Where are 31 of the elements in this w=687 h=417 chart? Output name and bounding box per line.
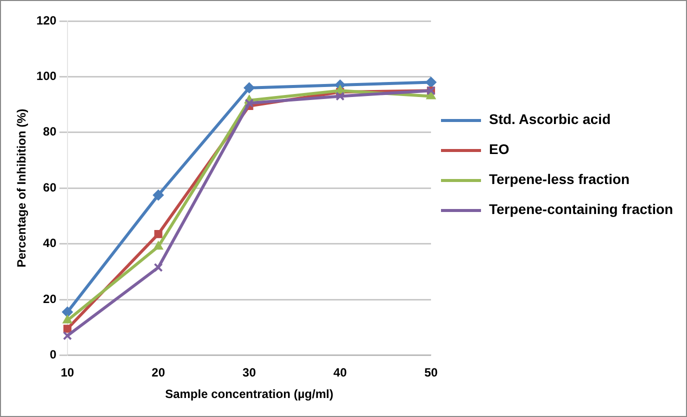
point bbox=[62, 314, 72, 324]
point bbox=[62, 331, 72, 340]
y-tick-label: 100 bbox=[36, 69, 57, 84]
x-tick-label: 30 bbox=[242, 366, 256, 380]
x-tick-label: 10 bbox=[60, 366, 74, 380]
y-tick-label: 0 bbox=[50, 348, 57, 362]
x-axis-title: Sample concentration (µg/ml) bbox=[165, 387, 334, 402]
point bbox=[154, 262, 163, 272]
point bbox=[154, 230, 162, 238]
x-tick-label: 20 bbox=[152, 366, 166, 380]
y-tick-label: 20 bbox=[43, 292, 57, 306]
point bbox=[62, 306, 73, 318]
point bbox=[244, 82, 255, 94]
x-tick-label: 40 bbox=[333, 366, 348, 380]
y-tick-label: 80 bbox=[43, 124, 57, 139]
legend-label: Std. Ascorbic acid bbox=[489, 111, 611, 127]
point bbox=[153, 241, 164, 250]
legend-label: EO bbox=[489, 141, 510, 157]
point bbox=[63, 324, 72, 333]
point bbox=[335, 85, 345, 94]
legend-label: Terpene-less fraction bbox=[489, 171, 630, 187]
point bbox=[426, 76, 436, 88]
x-tick-label: 50 bbox=[424, 366, 438, 380]
point bbox=[336, 92, 345, 101]
point bbox=[244, 98, 254, 108]
y-tick-label: 60 bbox=[43, 180, 57, 194]
legend-label: Terpene-containing fraction bbox=[489, 201, 674, 217]
y-tick-label: 40 bbox=[43, 236, 57, 250]
y-tick-label: 120 bbox=[36, 13, 57, 28]
y-axis-title: Percentage of Inhibition (%) bbox=[14, 108, 29, 268]
point bbox=[152, 190, 164, 201]
